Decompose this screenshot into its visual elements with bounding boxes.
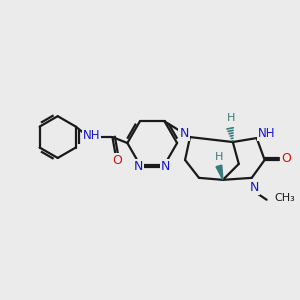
Text: O: O xyxy=(112,154,122,167)
Text: N: N xyxy=(250,181,260,194)
Text: H: H xyxy=(226,113,235,123)
Text: N: N xyxy=(179,127,189,140)
Text: NH: NH xyxy=(83,129,100,142)
Text: NH: NH xyxy=(258,127,275,140)
Text: N: N xyxy=(134,160,143,173)
Text: N: N xyxy=(161,160,170,173)
Text: H: H xyxy=(215,152,223,162)
Text: O: O xyxy=(282,152,292,166)
Text: CH₃: CH₃ xyxy=(274,193,296,203)
Polygon shape xyxy=(216,165,223,180)
